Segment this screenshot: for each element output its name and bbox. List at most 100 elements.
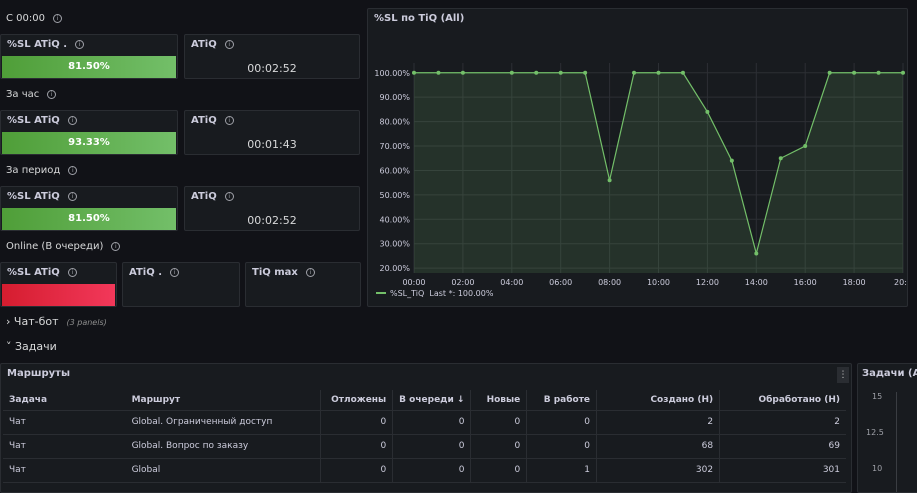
x-tick-label: 12:00 xyxy=(696,278,719,287)
info-icon[interactable]: i xyxy=(67,268,77,277)
stat-sl-atiq-hour[interactable]: %SL ATiQ i 93.33% xyxy=(0,110,178,155)
table-cell: 0 xyxy=(470,458,527,483)
table-cell: 0 xyxy=(320,458,393,483)
data-point xyxy=(412,70,416,75)
info-icon[interactable]: i xyxy=(224,116,234,125)
stat-sl-atiq-online[interactable]: %SL ATiQ i xyxy=(0,262,117,307)
info-icon[interactable]: i xyxy=(67,116,77,125)
info-icon[interactable]: i xyxy=(67,192,77,201)
data-point xyxy=(436,70,441,75)
y-tick-label: 80.00% xyxy=(379,118,410,127)
routes-table-panel[interactable]: Маршруты ⋮ Задача Маршрут Отложены В очеред… xyxy=(0,363,852,493)
column-header[interactable]: Новые xyxy=(470,390,527,411)
data-point xyxy=(656,70,661,75)
data-point xyxy=(558,70,563,75)
table-cell: 0 xyxy=(526,410,597,435)
section-tasks-row[interactable]: ˅ Задачи xyxy=(6,340,57,353)
stat-atiq-online[interactable]: ATiQ .i xyxy=(122,262,240,307)
table-cell: 0 xyxy=(392,434,471,459)
column-header[interactable]: Отложены xyxy=(320,390,393,411)
info-icon[interactable]: i xyxy=(111,242,121,251)
atiq-value: 00:02:52 xyxy=(247,214,297,227)
x-tick-label: 20:0 xyxy=(894,278,907,287)
info-icon[interactable]: i xyxy=(68,166,78,175)
info-icon[interactable]: i xyxy=(52,14,62,23)
y-tick-label: 20.00% xyxy=(379,264,410,273)
series-line xyxy=(414,72,903,256)
table-cell: 302 xyxy=(596,458,720,483)
table-cell: 301 xyxy=(719,458,846,483)
series-area xyxy=(414,72,903,273)
table-cell: 0 xyxy=(320,434,393,459)
tasks-y-tick: 12.5 xyxy=(866,428,884,437)
x-tick-label: 00:00 xyxy=(402,278,425,287)
x-tick-label: 06:00 xyxy=(549,278,572,287)
data-point xyxy=(705,109,710,114)
x-tick-label: 02:00 xyxy=(451,278,474,287)
table-cell: 2 xyxy=(719,410,846,435)
info-icon[interactable]: i xyxy=(170,268,179,277)
info-icon[interactable]: i xyxy=(224,40,234,49)
data-point xyxy=(754,251,759,256)
stat-atiq-midnight[interactable]: ATiQ i 00:02:52 xyxy=(184,34,360,79)
table-cell: 1 xyxy=(526,458,597,483)
stat-tiq-max-online[interactable]: TiQ max i xyxy=(245,262,361,307)
data-point xyxy=(803,144,808,149)
stat-sl-atiq-midnight[interactable]: %SL ATiQ .i 81.50% xyxy=(0,34,178,79)
table-row[interactable]: Чат Global 0 0 0 1 302 301 xyxy=(3,458,846,483)
legend-last-value: Last *: 100.00% xyxy=(429,289,494,298)
info-icon[interactable]: i xyxy=(224,192,234,201)
panel-menu-icon[interactable]: ⋮ xyxy=(837,367,849,383)
data-point xyxy=(852,70,857,75)
info-icon[interactable]: i xyxy=(75,40,85,49)
group-per-period: За период i xyxy=(6,165,78,176)
data-point xyxy=(680,70,685,75)
table-cell: 0 xyxy=(320,410,393,435)
table-cell: 0 xyxy=(392,458,471,483)
column-header[interactable]: Задача xyxy=(3,390,126,411)
y-tick-label: 30.00% xyxy=(379,240,410,249)
tasks-y-tick: 10 xyxy=(872,464,883,473)
data-point xyxy=(729,158,734,163)
table-cell: Чат xyxy=(3,410,126,435)
atiq-value: 00:01:43 xyxy=(247,138,297,151)
stat-atiq-period[interactable]: ATiQ i 00:02:52 xyxy=(184,186,360,231)
column-header[interactable]: Обработано (Н) xyxy=(719,390,846,411)
column-header[interactable]: В работе xyxy=(526,390,597,411)
table-cell: 0 xyxy=(470,434,527,459)
table-cell: 0 xyxy=(392,410,471,435)
x-tick-label: 16:00 xyxy=(794,278,817,287)
chart-title: %SL по TiQ (All) xyxy=(374,13,465,24)
x-tick-label: 18:00 xyxy=(843,278,866,287)
chart-panel-sl-tiq[interactable]: %SL по TiQ (All) 20.00% 30.00% 40.00% 50.00… xyxy=(367,8,908,307)
data-point xyxy=(583,70,588,75)
info-icon[interactable]: i xyxy=(305,268,315,277)
tasks-chart-panel[interactable]: Задачи (All) 15 12.5 10 xyxy=(857,363,917,493)
x-tick-label: 10:00 xyxy=(647,278,670,287)
column-header[interactable]: Маршрут xyxy=(125,390,321,411)
table-row[interactable]: Чат Global. Ограниченный доступ 0 0 0 0 2 2 xyxy=(3,410,846,435)
stat-atiq-hour[interactable]: ATiQ i 00:01:43 xyxy=(184,110,360,155)
table-row[interactable]: Чат Global. Вопрос по заказу 0 0 0 0 68 69 xyxy=(3,434,846,459)
table-cell: Global. Ограниченный доступ xyxy=(125,410,321,435)
stat-sl-atiq-period[interactable]: %SL ATiQ i 81.50% xyxy=(0,186,178,231)
table-cell: 68 xyxy=(596,434,720,459)
column-header[interactable]: В очереди ↓ xyxy=(392,390,471,411)
y-tick-label: 70.00% xyxy=(379,142,410,151)
info-icon[interactable]: i xyxy=(47,90,57,99)
table-cell: Чат xyxy=(3,434,126,459)
data-point xyxy=(509,70,514,75)
sl-gauge-bar: 81.50% xyxy=(2,208,176,230)
data-point xyxy=(632,70,637,75)
y-tick-label: 100.00% xyxy=(374,69,410,78)
group-online: Online (В очереди) i xyxy=(6,241,121,252)
atiq-value: 00:02:52 xyxy=(247,62,297,75)
chart-legend[interactable]: %SL_TiQ Last *: 100.00% xyxy=(376,289,493,298)
section-chatbot-row[interactable]: › Чат-бот (3 panels) xyxy=(6,315,107,328)
column-header[interactable]: Создано (Н) xyxy=(596,390,720,411)
sl-gauge-bar: 81.50% xyxy=(2,56,176,78)
legend-series-name: %SL_TiQ xyxy=(390,289,425,298)
table-cell: Global. Вопрос по заказу xyxy=(125,434,321,459)
data-point xyxy=(827,70,832,75)
tasks-axis xyxy=(896,392,897,492)
